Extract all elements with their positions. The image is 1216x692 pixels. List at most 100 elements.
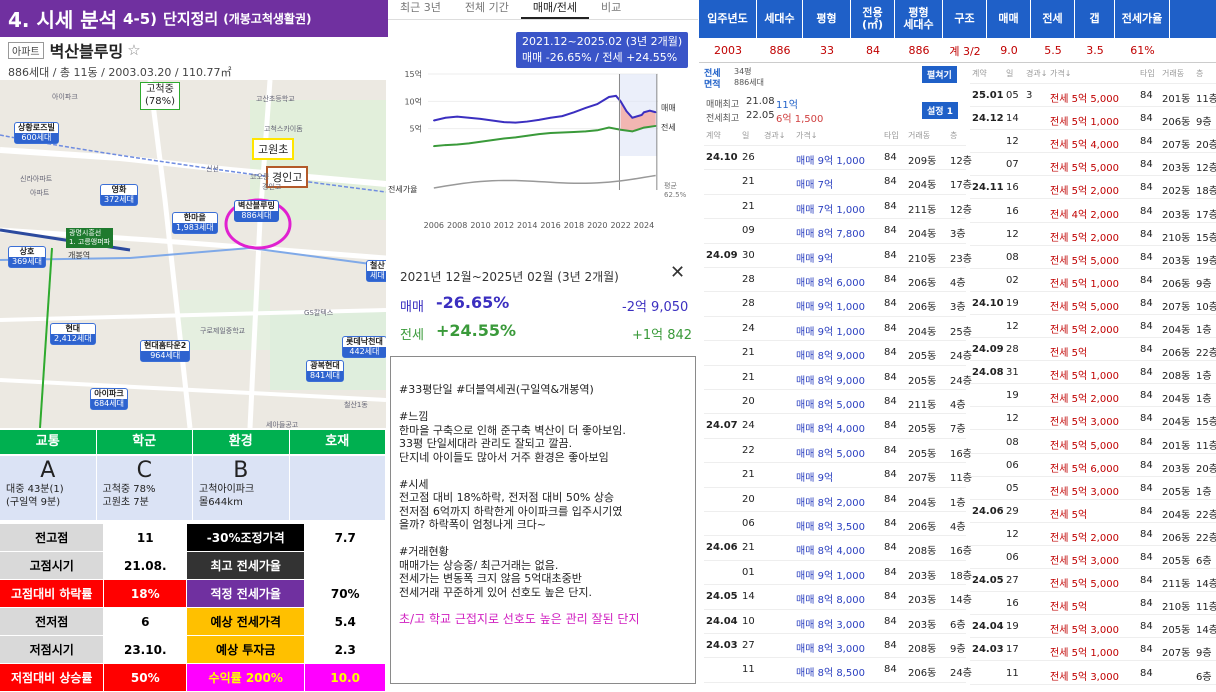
transaction-row[interactable]: 24.05 27 전세 5억 5,000 84 211동 14층 <box>970 569 1216 593</box>
summary-jeonse-label: 전세 <box>400 328 424 343</box>
transaction-cell: 203동 <box>1162 255 1191 267</box>
transaction-row[interactable]: 21 매매 9억 84 207동 11층 <box>704 463 972 488</box>
transaction-cell: 01 <box>742 566 755 578</box>
transaction-row[interactable]: 06 전세 5억 6,000 84 203동 20층 <box>970 454 1216 477</box>
transaction-row[interactable]: 05 전세 5억 3,000 84 205동 1층 <box>970 477 1216 500</box>
transaction-row[interactable]: 12 전세 5억 2,000 84 204동 1층 <box>970 315 1216 339</box>
transaction-row[interactable]: 24.04 10 매매 8억 3,000 84 203동 6층 <box>704 610 966 634</box>
transaction-row[interactable]: 21 매매 7억 84 204동 17층 <box>704 170 972 195</box>
transaction-row[interactable]: 24.11 16 전세 5억 2,000 84 202동 18층 <box>970 176 1216 200</box>
transaction-row[interactable]: 11 매매 8억 8,500 84 206동 24층 <box>704 658 972 683</box>
transaction-row[interactable]: 12 전세 5억 3,000 84 204동 15층 <box>970 407 1216 431</box>
transaction-cell: 84 <box>1140 274 1153 286</box>
transaction-row[interactable]: 24.06 21 매매 8억 4,000 84 208동 16층 <box>704 536 972 561</box>
transaction-cell: 27 <box>1006 575 1019 587</box>
transaction-row[interactable]: 24.08 31 전세 5억 1,000 84 208동 1층 <box>970 361 1216 385</box>
transaction-row[interactable]: 20 매매 8억 5,000 84 211동 4층 <box>704 390 966 415</box>
expand-button[interactable]: 펼쳐기 <box>922 66 957 83</box>
map-complex-label[interactable]: 철산 세대 <box>366 260 386 282</box>
transaction-row[interactable]: 24.05 14 매매 8억 8,000 84 203동 14층 <box>704 585 972 610</box>
transaction-row[interactable]: 12 전세 5억 2,000 84 206동 22층 <box>970 523 1216 546</box>
transaction-cell: 84 <box>884 298 897 310</box>
transaction-row[interactable]: 02 전세 5억 1,000 84 206동 9층 <box>970 269 1216 292</box>
summary-sale-amount: -2억 9,050 <box>622 300 689 315</box>
jeonse-point <box>596 129 599 132</box>
transaction-row[interactable]: 24.09 28 전세 5억 84 206동 22층 <box>970 338 1216 362</box>
map-complex-label[interactable]: 현대 2,412세대 <box>50 323 96 345</box>
settings-button[interactable]: 설정 1 <box>922 102 958 119</box>
transaction-row[interactable]: 24.04 19 전세 5억 3,000 84 205동 14층 <box>970 615 1216 639</box>
transaction-row[interactable]: 12 전세 5억 2,000 84 210동 15층 <box>970 223 1216 246</box>
map-complex-label[interactable]: 롯데낙천대 442세대 <box>342 336 386 358</box>
transaction-cell: 30 <box>742 249 755 261</box>
transaction-row[interactable]: 24 매매 9억 1,000 84 204동 25층 <box>704 317 972 342</box>
apartment-name[interactable]: 벽산블루밍 <box>49 42 124 61</box>
transaction-row[interactable]: 21 매매 7억 1,000 84 211동 12층 <box>704 195 972 220</box>
grid-row: 전고점 11 -30%조정가격 7.7 <box>0 524 386 551</box>
score-line: 고척중 78% <box>102 484 156 495</box>
transaction-cell: 24.06 <box>972 505 1004 517</box>
map[interactable]: 고척중 (78%) 고원초 경인고 벽산블루밍 886세대 광명시흥선 1. 고릉… <box>0 80 386 428</box>
tab-all-period[interactable]: 전체 기간 <box>464 1 509 14</box>
transaction-cell: 84 <box>1140 505 1153 517</box>
transaction-row[interactable]: 08 전세 5억 5,000 84 203동 19층 <box>970 246 1216 269</box>
star-icon[interactable]: ☆ <box>127 41 141 59</box>
column-header: 갭 <box>1075 0 1115 38</box>
transaction-row[interactable]: 24.09 30 매매 9억 84 210동 23층 <box>704 244 972 268</box>
score-line: 고원초 7분 <box>102 497 149 508</box>
transaction-row[interactable]: 24.06 29 전세 5억 84 204동 22층 <box>970 500 1216 523</box>
transaction-row[interactable]: 24.10 19 전세 5억 5,000 84 207동 10층 <box>970 292 1216 315</box>
transaction-row[interactable]: 21 매매 8억 9,000 84 205동 24층 <box>704 366 972 390</box>
map-complex-label[interactable]: 한마을 1,983세대 <box>172 212 218 234</box>
transaction-row[interactable]: 24.07 24 매매 8억 4,000 84 205동 7층 <box>704 414 966 439</box>
jeonse-point <box>643 126 645 129</box>
transaction-row[interactable]: 28 매매 9억 1,000 84 206동 3층 <box>704 292 966 317</box>
transaction-row[interactable]: 08 전세 5억 5,000 84 201동 11층 <box>970 431 1216 454</box>
close-icon[interactable]: ✕ <box>670 262 686 283</box>
transaction-row[interactable]: 07 전세 5억 5,000 84 203동 12층 <box>970 153 1216 177</box>
transaction-row[interactable]: 06 전세 5억 3,000 84 205동 6층 <box>970 546 1216 570</box>
transaction-cell: 201동 <box>1162 440 1191 452</box>
sale-point <box>561 115 564 117</box>
transaction-cell: 84 <box>884 176 897 188</box>
transaction-row[interactable]: 11 전세 5억 3,000 84 6층 <box>970 662 1216 685</box>
map-complex-label[interactable]: 현대홈타운2 964세대 <box>140 340 191 362</box>
tab-compare[interactable]: 비교 <box>601 1 622 14</box>
tab-sale-jeonse[interactable]: 매매/전세 <box>520 0 590 19</box>
transaction-row[interactable]: 01 매매 9억 1,000 84 203동 18층 <box>704 561 972 586</box>
transaction-row[interactable]: 16 전세 5억 84 210동 11층 <box>970 592 1216 616</box>
map-complex-label[interactable]: 광복현대 841세대 <box>306 360 344 382</box>
transaction-row[interactable]: 24.12 14 전세 5억 1,000 84 206동 9층 <box>970 107 1216 131</box>
price-summary-grid: 전고점 11 -30%조정가격 7.7 고점시기 21.08. 최고 전세가율 고점대비 하락… <box>0 524 386 692</box>
jeonse-point <box>468 142 470 145</box>
info-type[interactable]: 전세 <box>704 69 721 79</box>
transaction-row[interactable]: 12 전세 5억 4,000 84 207동 20층 <box>970 130 1216 154</box>
complex-count: 1,983세대 <box>173 223 217 233</box>
transaction-cell: 207동 <box>1162 140 1191 152</box>
map-target-apartment[interactable]: 벽산블루밍 886세대 <box>234 200 279 222</box>
transaction-row[interactable]: 19 전세 5억 2,000 84 204동 1층 <box>970 384 1216 408</box>
tab-recent-3y[interactable]: 최근 3년 <box>400 1 441 14</box>
complex-name: 상황로즈빌 <box>18 123 55 132</box>
map-place-name: 세아들공고 <box>266 421 299 428</box>
transaction-cell: 11층 <box>1196 94 1216 105</box>
transaction-row[interactable]: 22 매매 8억 5,000 84 205동 16층 <box>704 439 972 464</box>
transaction-row[interactable]: 24.10 26 매매 9억 1,000 84 209동 12층 <box>704 146 972 171</box>
map-complex-label[interactable]: 아이파크 684세대 <box>90 388 128 410</box>
transaction-row[interactable]: 28 매매 8억 6,000 84 206동 4층 <box>704 268 966 293</box>
map-complex-label[interactable]: 상호 369세대 <box>8 246 46 268</box>
transaction-row[interactable]: 21 매매 8억 9,000 84 205동 24층 <box>704 341 972 366</box>
transaction-cell: 203동 <box>1162 163 1191 175</box>
transaction-cell: 9층 <box>1196 117 1212 129</box>
transaction-cell: 17층 <box>950 180 972 192</box>
transaction-row[interactable]: 06 매매 8억 3,500 84 206동 4층 <box>704 512 966 537</box>
transaction-row[interactable]: 25.01 05 3 전세 5억 5,000 84 201동 11층 <box>970 84 1216 108</box>
map-complex-label[interactable]: 영화 372세대 <box>100 184 138 206</box>
transaction-row[interactable]: 24.03 27 매매 8억 3,000 84 208동 9층 <box>704 634 966 659</box>
map-complex-label[interactable]: 상황로즈빌 600세대 <box>14 122 59 144</box>
transaction-row[interactable]: 09 매매 8억 7,800 84 204동 3층 <box>704 219 966 244</box>
transaction-row[interactable]: 16 전세 4억 2,000 84 203동 17층 <box>970 200 1216 223</box>
transaction-row[interactable]: 20 매매 8억 2,000 84 204동 1층 <box>704 488 966 512</box>
transaction-row[interactable]: 24.03 17 전세 5억 1,000 84 207동 9층 <box>970 638 1216 662</box>
